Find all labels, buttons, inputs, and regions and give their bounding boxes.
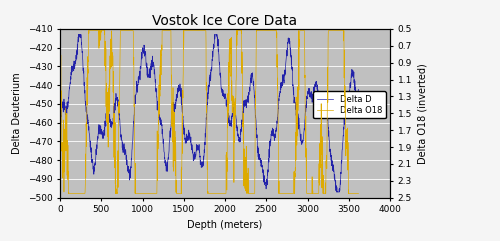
- Y-axis label: Delta O18 (inverted): Delta O18 (inverted): [418, 63, 428, 164]
- Line: Delta O18: Delta O18: [60, 31, 358, 193]
- Delta O18: [107, 73, 113, 75]
- Delta D: [276, 94, 282, 97]
- Line: Delta D: Delta D: [60, 34, 358, 192]
- Delta D: [106, 113, 112, 116]
- Delta D: [57, 124, 63, 127]
- Delta D: [296, 116, 302, 119]
- Delta O18: [276, 192, 282, 195]
- Delta D: [334, 191, 340, 194]
- Delta O18: [58, 108, 64, 111]
- Delta O18: [356, 192, 362, 195]
- Title: Vostok Ice Core Data: Vostok Ice Core Data: [152, 14, 298, 28]
- Delta O18: [57, 40, 63, 43]
- Delta D: [76, 33, 82, 36]
- Y-axis label: Delta Deuterium: Delta Deuterium: [12, 73, 22, 154]
- X-axis label: Depth (meters): Depth (meters): [188, 220, 262, 230]
- Delta D: [356, 88, 362, 91]
- Delta O18: [296, 29, 302, 32]
- Delta D: [58, 114, 64, 117]
- Delta O18: [84, 145, 89, 148]
- Delta O18: [86, 29, 91, 32]
- Delta D: [84, 106, 89, 108]
- Delta D: [109, 122, 115, 125]
- Delta O18: [66, 192, 71, 195]
- Legend: Delta D, Delta O18: Delta D, Delta O18: [314, 91, 386, 118]
- Delta O18: [110, 51, 116, 54]
